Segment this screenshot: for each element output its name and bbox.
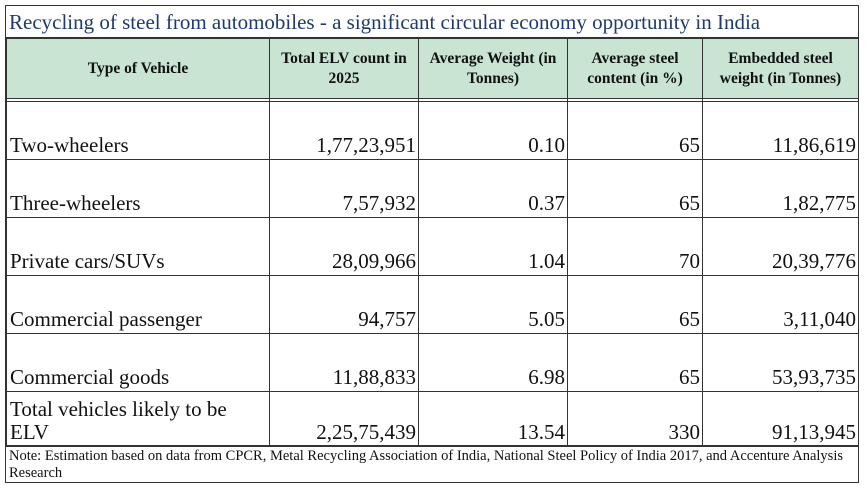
table-row: Commercial goods 11,88,833 6.98 65 53,93… bbox=[6, 333, 859, 392]
cell-total-steel-content: 330 bbox=[567, 391, 703, 446]
cell-average-weight: 5.05 bbox=[418, 275, 568, 334]
cell-total-embedded-steel: 91,13,945 bbox=[702, 391, 859, 446]
header-row: Type of Vehicle Total ELV count in 2025 … bbox=[6, 38, 859, 99]
steel-recycling-table: Type of Vehicle Total ELV count in 2025 … bbox=[6, 38, 859, 446]
table-row: Two-wheelers 1,77,23,951 0.10 65 11,86,6… bbox=[6, 101, 859, 160]
cell-embedded-steel: 3,11,040 bbox=[702, 275, 859, 334]
header-vehicle-type: Type of Vehicle bbox=[6, 38, 270, 99]
header-average-weight: Average Weight (in Tonnes) bbox=[418, 38, 568, 99]
header-elv-count: Total ELV count in 2025 bbox=[269, 38, 419, 99]
cell-elv-count: 28,09,966 bbox=[269, 217, 419, 276]
cell-steel-content: 65 bbox=[567, 159, 703, 218]
cell-steel-content: 65 bbox=[567, 101, 703, 160]
cell-vehicle-type: Private cars/SUVs bbox=[6, 217, 270, 276]
cell-steel-content: 65 bbox=[567, 275, 703, 334]
table-frame: Recycling of steel from automobiles - a … bbox=[5, 5, 859, 483]
cell-vehicle-type: Three-wheelers bbox=[6, 159, 270, 218]
header-embedded-steel: Embedded steel weight (in Tonnes) bbox=[702, 38, 859, 99]
total-row: Total vehicles likely to be ELV 2,25,75,… bbox=[6, 391, 859, 446]
table-title: Recycling of steel from automobiles - a … bbox=[6, 6, 858, 38]
header-steel-content: Average steel content (in %) bbox=[567, 38, 703, 99]
cell-average-weight: 1.04 bbox=[418, 217, 568, 276]
table-row: Private cars/SUVs 28,09,966 1.04 70 20,3… bbox=[6, 217, 859, 276]
cell-embedded-steel: 11,86,619 bbox=[702, 101, 859, 160]
cell-total-label: Total vehicles likely to be ELV bbox=[6, 391, 270, 446]
cell-average-weight: 6.98 bbox=[418, 333, 568, 392]
cell-vehicle-type: Commercial goods bbox=[6, 333, 270, 392]
cell-embedded-steel: 53,93,735 bbox=[702, 333, 859, 392]
cell-elv-count: 11,88,833 bbox=[269, 333, 419, 392]
cell-embedded-steel: 1,82,775 bbox=[702, 159, 859, 218]
cell-average-weight: 0.37 bbox=[418, 159, 568, 218]
cell-elv-count: 1,77,23,951 bbox=[269, 101, 419, 160]
cell-embedded-steel: 20,39,776 bbox=[702, 217, 859, 276]
source-note: Note: Estimation based on data from CPCR… bbox=[6, 446, 858, 483]
cell-steel-content: 70 bbox=[567, 217, 703, 276]
spacer-row bbox=[6, 98, 859, 102]
cell-elv-count: 7,57,932 bbox=[269, 159, 419, 218]
cell-total-elv-count: 2,25,75,439 bbox=[269, 391, 419, 446]
cell-elv-count: 94,757 bbox=[269, 275, 419, 334]
table-row: Three-wheelers 7,57,932 0.37 65 1,82,775 bbox=[6, 159, 859, 218]
cell-steel-content: 65 bbox=[567, 333, 703, 392]
cell-average-weight: 0.10 bbox=[418, 101, 568, 160]
table-row: Commercial passenger 94,757 5.05 65 3,11… bbox=[6, 275, 859, 334]
cell-total-average-weight: 13.54 bbox=[418, 391, 568, 446]
cell-vehicle-type: Commercial passenger bbox=[6, 275, 270, 334]
cell-vehicle-type: Two-wheelers bbox=[6, 101, 270, 160]
